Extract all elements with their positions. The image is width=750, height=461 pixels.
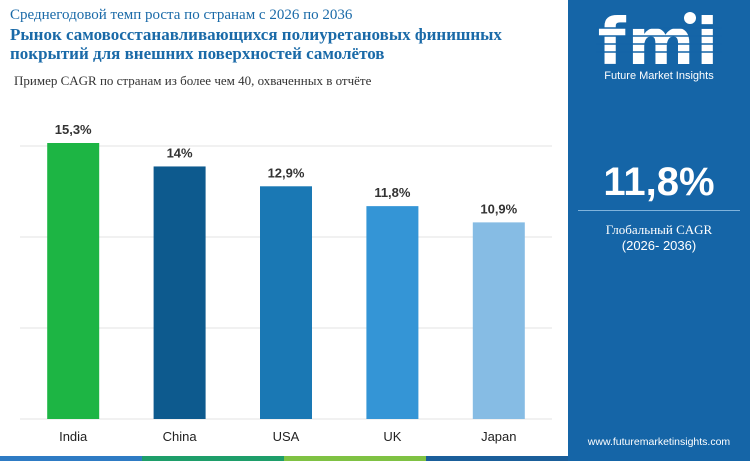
global-cagr-value: 11,8% [603, 160, 715, 204]
bar-value-label: 10,9% [480, 201, 517, 216]
fmi-logo-text: fmi [598, 6, 720, 80]
bar-value-labels: 15,3% 14% 12,9% 11,8% 10,9% [55, 122, 518, 216]
footer-stripe-segment [0, 456, 142, 461]
globe-icon [684, 12, 696, 24]
bar-japan [472, 222, 525, 419]
bar-usa [260, 186, 312, 419]
footer-stripe-segment [142, 456, 284, 461]
x-axis-ticks: India China USA UK Japan [59, 429, 516, 444]
global-cagr-period: (2026- 2036) [621, 238, 697, 253]
bar-uk [366, 206, 419, 419]
bar-chart: 15,3% 14% 12,9% 11,8% 10,9% India China USA UK J… [20, 122, 552, 444]
bar-value-label: 14% [167, 145, 193, 160]
summary-panel: fmi Future Market Insights 11,8% Глобаль… [568, 0, 750, 461]
bar-china [153, 166, 206, 419]
divider [578, 210, 740, 211]
fmi-logo: fmi [596, 6, 722, 80]
chart-subtitle: Среднегодовой темп роста по странам с 20… [10, 7, 353, 23]
x-tick-label: USA [273, 429, 300, 444]
bar-value-label: 12,9% [268, 165, 305, 180]
bar-india [47, 143, 100, 419]
x-tick-label: UK [383, 429, 401, 444]
x-tick-label: China [163, 429, 198, 444]
global-cagr-label: Глобальный CAGR [605, 222, 713, 237]
chart-title: Рынок самовосстанавливающихся полиуретан… [10, 25, 502, 63]
bars [47, 143, 525, 419]
bar-value-label: 15,3% [55, 122, 92, 137]
x-tick-label: Japan [481, 429, 516, 444]
footer-stripe [0, 456, 568, 461]
footer-stripe-segment [426, 456, 568, 461]
website-link[interactable]: www.futuremarketinsights.com [587, 436, 731, 448]
brand-tagline: Future Market Insights [604, 70, 714, 82]
footer-stripe-segment [284, 456, 426, 461]
x-tick-label: India [59, 429, 88, 444]
chart-header: Среднегодовой темп роста по странам с 20… [0, 0, 568, 100]
bar-value-label: 11,8% [374, 185, 411, 200]
chart-note: Пример CAGR по странам из более чем 40, … [14, 73, 372, 88]
